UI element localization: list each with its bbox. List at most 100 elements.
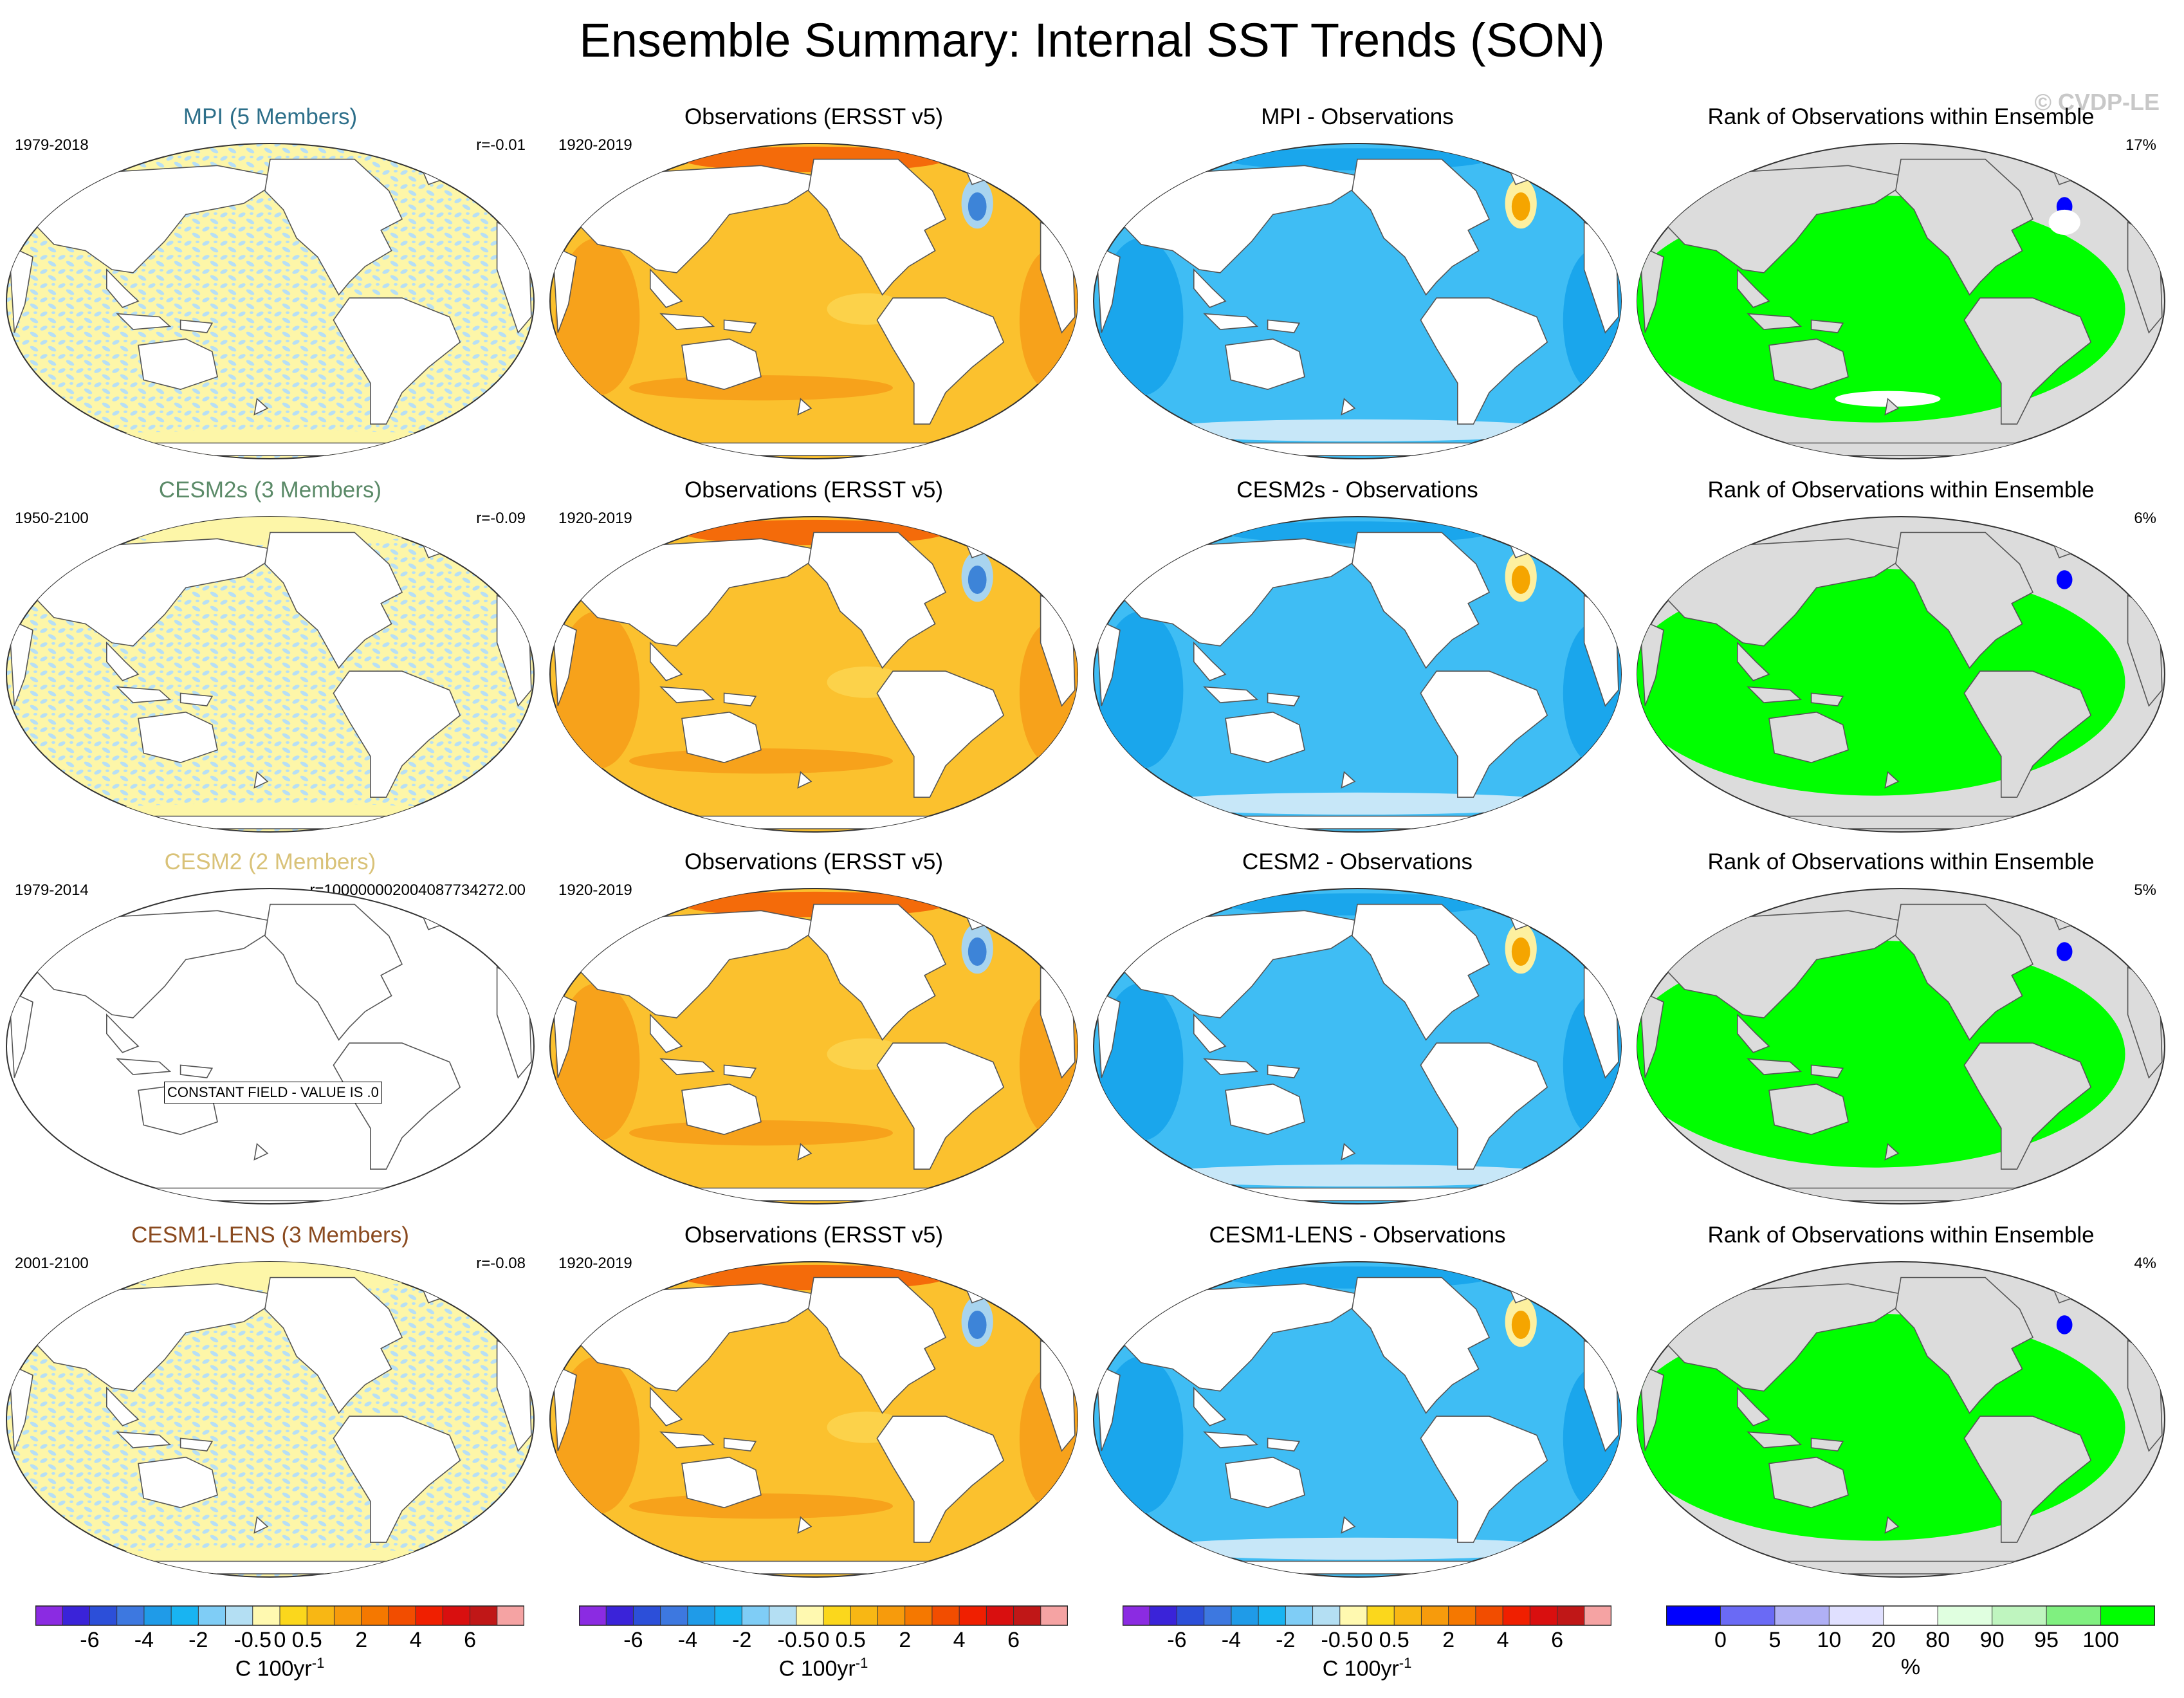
land-africaEdge <box>1639 1363 1664 1452</box>
colorbar-swatch <box>1123 1605 1151 1626</box>
land-newguinea <box>1810 692 1844 706</box>
robinson-map <box>547 885 1081 1207</box>
land-nz <box>797 1516 812 1534</box>
land-australia <box>681 1083 762 1136</box>
land-africaEdge <box>8 245 33 333</box>
land-newguinea <box>1267 1437 1301 1452</box>
land-newguinea <box>179 1064 214 1078</box>
period-label: 1979-2018 <box>15 136 89 154</box>
land-namerica <box>807 1277 947 1414</box>
rank-percentage: 17% <box>2125 136 2156 154</box>
robinson-map: CONSTANT FIELD - VALUE IS .0 <box>3 885 537 1207</box>
robinson-map <box>3 140 537 462</box>
land-antarctica <box>1716 1187 2086 1201</box>
land-indochina <box>1737 1013 1770 1053</box>
land-newguinea <box>1810 1064 1844 1078</box>
land-namerica <box>1895 903 2034 1041</box>
land-australia <box>138 711 218 764</box>
robinson-map <box>1634 140 2168 462</box>
land-indonesia <box>659 1431 715 1448</box>
land-masses <box>1096 1270 1619 1574</box>
colorbar-swatch <box>769 1605 797 1626</box>
colorbar-tick-label: 4 <box>1497 1628 1509 1652</box>
warm-blob-inner <box>1511 565 1530 595</box>
land-nz <box>253 398 269 416</box>
rank-percentage: 5% <box>2134 881 2156 899</box>
colorbar-tick-label: 2 <box>355 1628 367 1652</box>
colorbar-swatch <box>1502 1605 1531 1626</box>
land-nz <box>253 1516 269 1534</box>
colorbar-tick-label: 95 <box>2034 1628 2059 1652</box>
robinson-map <box>3 513 537 835</box>
colorbar-swatch <box>116 1605 145 1626</box>
watermark: © CVDP-LE <box>2034 89 2160 115</box>
land-indonesia <box>1747 686 1803 703</box>
land-namerica <box>1351 531 1491 669</box>
period-label: 2001-2100 <box>15 1255 89 1272</box>
land-africaEdge <box>1639 245 1664 333</box>
robinson-map <box>1090 513 1624 835</box>
land-indonesia <box>116 686 172 703</box>
land-africaEdge <box>1096 245 1121 333</box>
warm-blob-inner <box>1511 1310 1530 1340</box>
colorbar-swatch <box>1040 1605 1068 1626</box>
colorbar-tick-label: -4 <box>678 1628 697 1652</box>
colorbar-swatch <box>1285 1605 1314 1626</box>
land-masses <box>552 897 1076 1201</box>
cold-blob-inner <box>968 937 987 966</box>
land-samerica <box>333 670 461 798</box>
panel-obs-row1: Observations (ERSST v5) 1920-2019 <box>547 103 1081 463</box>
period-label: 1920-2019 <box>558 881 632 899</box>
colorbar-unit: % <box>1900 1655 1921 1679</box>
panel-obs-row3: Observations (ERSST v5) 1920-2019 <box>547 848 1081 1208</box>
land-newguinea <box>723 1437 757 1452</box>
land-newguinea <box>1267 319 1301 333</box>
land-antarctica <box>629 815 999 829</box>
land-australia <box>1225 1083 1305 1136</box>
panel-rank-row1: Rank of Observations within Ensemble 17% <box>1634 103 2168 463</box>
colorbar-swatch <box>388 1605 417 1626</box>
colorbar-tick-label: 100 <box>2082 1628 2119 1652</box>
land-indochina <box>1193 1013 1227 1053</box>
land-antarctica <box>1172 815 1543 829</box>
land-australia <box>138 338 218 391</box>
land-asia <box>1657 165 1916 273</box>
land-nz <box>253 771 269 789</box>
colorbar-tick-label: -2 <box>1276 1628 1295 1652</box>
panel-rank-row3: Rank of Observations within Ensemble 5% <box>1634 848 2168 1208</box>
colorbar-swatch <box>1666 1605 1721 1626</box>
panel-model-row1: MPI (5 Members) 1979-2018 r=-0.01 <box>3 103 537 463</box>
rank-blue-patch <box>2056 1315 2073 1334</box>
land-masses <box>1639 152 2163 456</box>
land-antarctica <box>629 1187 999 1201</box>
period-label: 1920-2019 <box>558 1255 632 1272</box>
cool-region-west <box>1099 983 1184 1141</box>
colorbar-tick-label: 0.5 <box>292 1628 322 1652</box>
panel-obs-row2: Observations (ERSST v5) 1920-2019 <box>547 476 1081 836</box>
land-australia <box>1225 338 1305 391</box>
land-antarctica <box>85 1187 455 1201</box>
panel-title: CESM1-LENS - Observations <box>1209 1223 1506 1248</box>
land-indonesia <box>1747 1431 1803 1448</box>
colorbar-tick-label: 0 <box>1714 1628 1727 1652</box>
land-asia <box>570 538 829 647</box>
land-australia <box>1768 711 1849 764</box>
colorbar-swatch <box>1204 1605 1232 1626</box>
cool-region-west <box>1099 238 1184 396</box>
pattern-correlation: r=-0.01 <box>476 136 526 154</box>
land-indonesia <box>659 313 715 330</box>
land-samerica <box>876 670 1005 798</box>
colorbar-tick-label: 6 <box>1551 1628 1563 1652</box>
colorbar-swatch <box>89 1605 118 1626</box>
land-samerica <box>333 297 461 425</box>
panel-title: Observations (ERSST v5) <box>684 1223 943 1248</box>
land-indonesia <box>116 313 172 330</box>
land-newguinea <box>723 319 757 333</box>
land-nz <box>1341 1143 1356 1161</box>
land-newguinea <box>723 692 757 706</box>
panel-rank-row2: Rank of Observations within Ensemble 6% <box>1634 476 2168 836</box>
land-indonesia <box>1747 313 1803 330</box>
rank-white-patch <box>2048 209 2080 235</box>
robinson-map <box>3 1259 537 1580</box>
panel-title: Rank of Observations within Ensemble <box>1707 104 2095 129</box>
